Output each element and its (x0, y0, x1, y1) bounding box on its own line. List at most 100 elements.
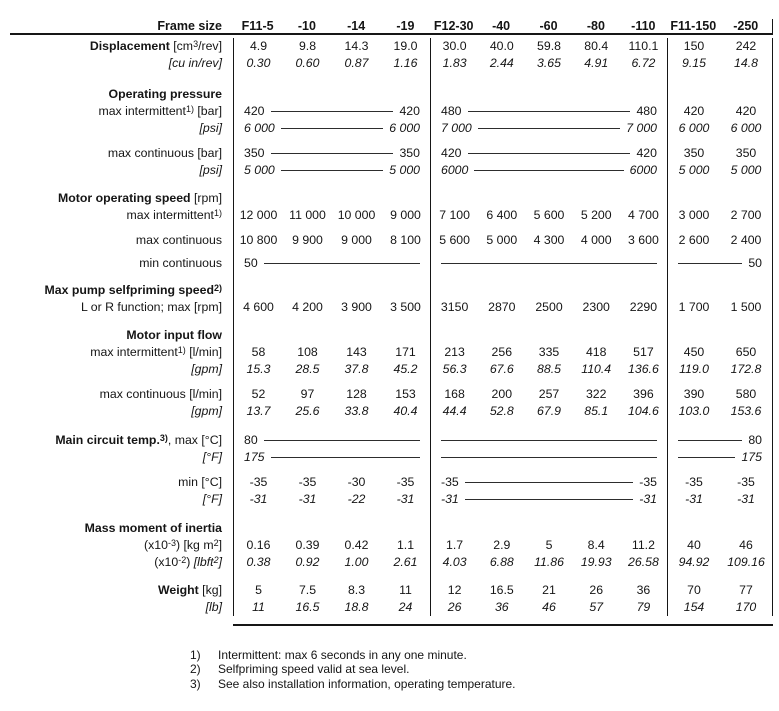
group-2: 1.7 2.9 5 8.4 11.2 (430, 537, 667, 554)
group-2: -35 -35 (430, 474, 667, 491)
group-1 (233, 224, 430, 232)
table-row: Motor input flow (10, 327, 773, 344)
group-1 (233, 571, 430, 582)
group-1 (233, 179, 430, 190)
footnote: 2) Selfpriming speed valid at sea level. (190, 662, 779, 676)
spacer-row (10, 571, 773, 582)
label-segment: [l/min] (185, 345, 222, 359)
value-cell: 1.1 (396, 538, 415, 552)
group-1: 50 (233, 255, 430, 272)
spacer-row (10, 508, 773, 520)
value-cell: 7 000 (441, 121, 472, 135)
table-row: [cu in/rev] 0.30 0.60 0.87 1.16 1.83 2.44 3.65 4… (10, 55, 773, 72)
value-cell: 103.0 (678, 404, 710, 418)
value-cell: 85.1 (584, 404, 609, 418)
value-cell: 56.3 (442, 362, 467, 376)
group-3 (667, 86, 773, 103)
value-cell: 15.3 (246, 362, 271, 376)
table-row: Mass moment of inertia (10, 520, 773, 537)
label-segment: 1) (177, 344, 186, 355)
range-line (270, 456, 420, 459)
value-cell: 9.8 (298, 39, 317, 53)
value-cell: 4 600 (243, 300, 274, 314)
value-cell: 5 000 (678, 163, 710, 177)
value-cell: 37.8 (344, 362, 369, 376)
table-row: min continuous 50 50 (10, 255, 773, 272)
group-3: 2 600 2 400 (667, 232, 773, 249)
value-cell: 77 (739, 583, 753, 597)
footnote-text: See also installation information, opera… (218, 676, 516, 691)
group-2: 5 600 5 000 4 300 4 000 3 600 (430, 232, 667, 249)
value-cell: 4.91 (584, 56, 609, 70)
group-2: -31 -31 (430, 491, 667, 508)
value-cell: 1.7 (446, 538, 464, 552)
value-cell: 242 (735, 39, 757, 53)
value-cell: 4 300 (533, 233, 565, 247)
group-2 (430, 249, 667, 255)
group-1: 0.30 0.60 0.87 1.16 (233, 55, 430, 72)
label-segment: max continuous [l/min] (99, 387, 222, 401)
value-cell: 171 (395, 345, 416, 359)
group-3 (667, 137, 773, 145)
group-1 (233, 86, 430, 103)
group-3 (667, 72, 773, 86)
group-2: 480 480 (430, 103, 667, 120)
table-row: max intermittent1) [bar] 420 420 480 480 420 4… (10, 103, 773, 120)
value-cell: 175 (244, 450, 265, 464)
value-cell: 136.6 (628, 362, 659, 376)
table-row: Main circuit temp.3), max [°C] 80 80 (10, 432, 773, 449)
value-cell: 517 (633, 345, 654, 359)
spacer-row (10, 378, 773, 386)
group-3 (667, 316, 773, 327)
value-cell: 5 (255, 583, 262, 597)
value-cell: 94.92 (678, 555, 710, 569)
group-1 (233, 508, 430, 520)
table-row: [psi] 6 000 6 000 7 000 7 000 6 000 6 000 (10, 120, 773, 137)
label-segment: min [°C] (178, 475, 222, 489)
group-2: 26 36 46 57 79 (430, 599, 667, 616)
group-1 (233, 282, 430, 299)
group-3 (667, 272, 773, 282)
group-2 (430, 378, 667, 386)
value-cell: 3 000 (678, 208, 710, 222)
table-row: [gpm] 15.3 28.5 37.8 45.2 56.3 67.6 88.5 110.4 13… (10, 361, 773, 378)
value-cell: 50 (244, 256, 258, 270)
value-cell: 80.4 (584, 39, 609, 53)
value-cell: 6 000 (389, 121, 420, 135)
row-label: max intermittent1) [bar] (10, 103, 233, 120)
value-cell: 420 (244, 104, 265, 118)
value-cell: 7 000 (626, 121, 657, 135)
label-segment: Operating pressure (108, 87, 222, 101)
label-segment: [gpm] (191, 404, 222, 418)
group-2: 6000 6000 (430, 162, 667, 179)
value-cell: 104.6 (628, 404, 659, 418)
range-line (280, 169, 384, 172)
column-header: -19 (396, 19, 415, 33)
value-cell: 5 000 (244, 163, 275, 177)
value-cell: 580 (735, 387, 757, 401)
value-cell: 350 (735, 146, 757, 160)
group-3: 3 000 2 700 (667, 207, 773, 224)
footnote-marker: 1) (190, 648, 201, 662)
row-label (10, 137, 233, 145)
value-cell: 11.86 (534, 555, 564, 569)
group-2 (430, 571, 667, 582)
table-row: Max pump selfpriming speed2) (10, 282, 773, 299)
value-cell: 6 000 (678, 121, 710, 135)
value-cell: 57 (589, 600, 604, 614)
value-cell: -31 (249, 492, 268, 506)
row-label: [gpm] (10, 361, 233, 378)
label-segment: max continuous (135, 233, 222, 247)
value-cell: 11 (399, 583, 412, 597)
value-cell: 1.16 (393, 56, 418, 70)
label-segment: ) [kg m (175, 538, 214, 552)
row-label: max continuous [l/min] (10, 386, 233, 403)
group-3: 9.15 14.8 (667, 55, 773, 72)
label-segment: 1) (185, 103, 194, 114)
column-header: -14 (347, 19, 366, 33)
row-label: Weight [kg] (10, 582, 233, 599)
group-1: 12 000 11 000 10 000 9 000 (233, 207, 430, 224)
group-2 (430, 449, 667, 466)
value-cell: 3.65 (537, 56, 561, 70)
row-label: Motor operating speed [rpm] (10, 190, 233, 207)
